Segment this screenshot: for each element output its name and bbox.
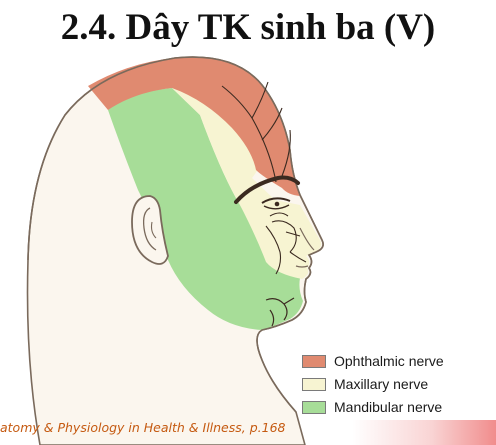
eye: [261, 197, 291, 210]
source-citation: atomy & Physiology in Health & Illness, …: [0, 420, 286, 435]
mandibular-nerve-branches: [265, 297, 295, 327]
ophthalmic-region: [88, 57, 300, 197]
legend-item-ophthalmic: Ophthalmic nerve: [302, 351, 444, 371]
legend-item-mandibular: Mandibular nerve: [302, 397, 442, 417]
ophthalmic-nerve-branches: [221, 81, 291, 183]
legend-label-mandibular: Mandibular nerve: [334, 399, 443, 415]
legend-item-maxillary: Maxillary nerve: [302, 374, 428, 394]
legend-swatch-ophthalmic: [302, 354, 326, 368]
mandibular-region: [108, 88, 303, 330]
legend-swatch-maxillary: [302, 377, 326, 391]
legend-swatch-mandibular: [302, 400, 326, 414]
corner-decoration: [352, 420, 496, 445]
slide-title: 2.4. Dây TK sinh ba (V): [60, 7, 436, 48]
legend-label-ophthalmic: Ophthalmic nerve: [334, 353, 444, 369]
maxillary-region: [172, 85, 322, 279]
maxillary-nerve-branches: [265, 212, 307, 275]
ear: [131, 195, 169, 265]
eyebrow: [234, 175, 300, 204]
legend-label-maxillary: Maxillary nerve: [334, 376, 429, 392]
